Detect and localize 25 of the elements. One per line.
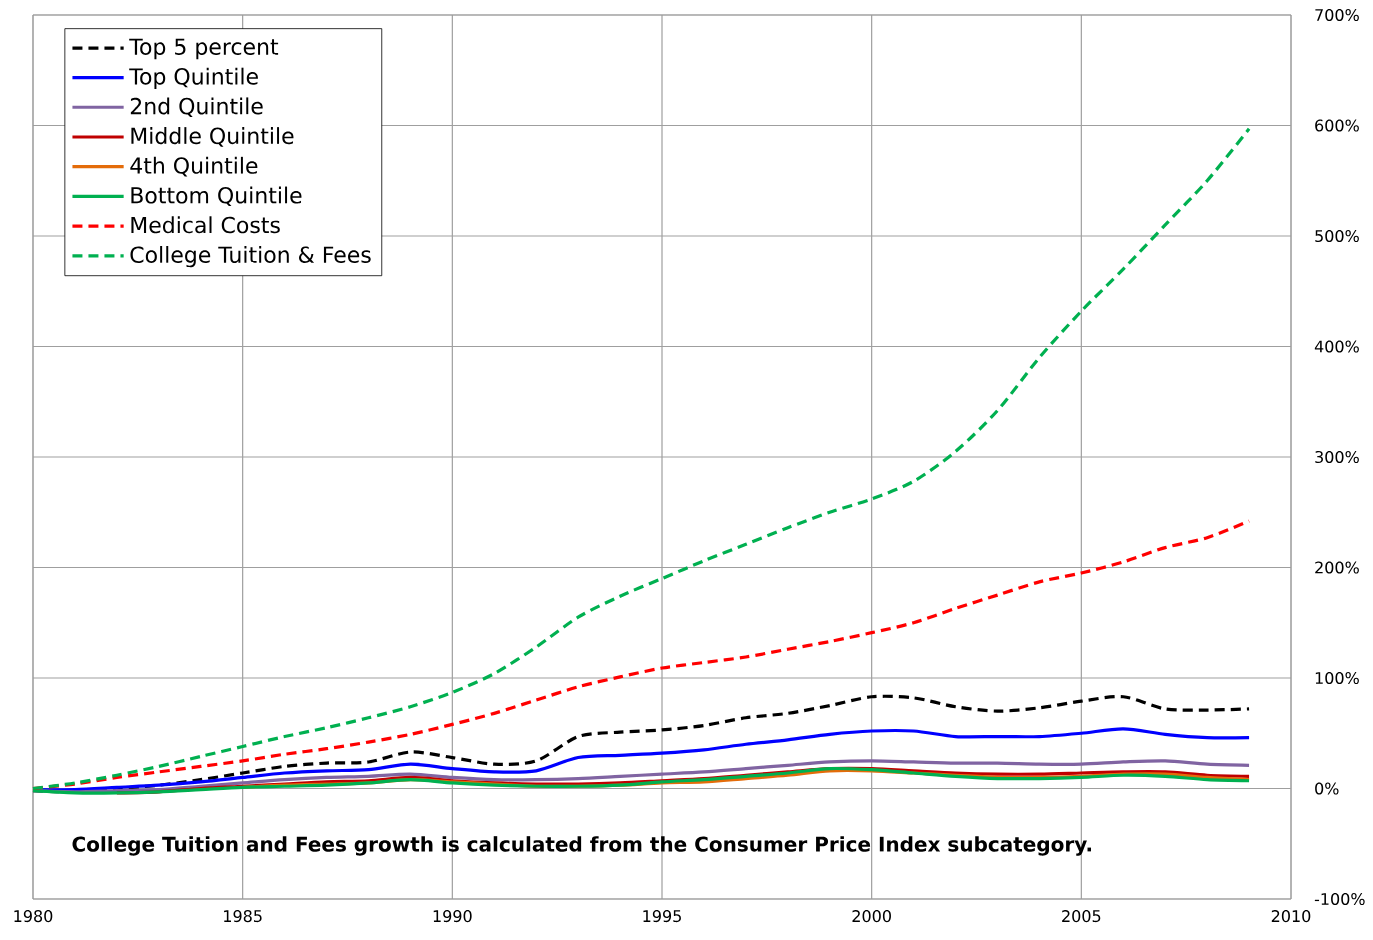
x-tick-label: 2000: [852, 910, 891, 923]
y-tick-label: 400%: [1314, 340, 1359, 353]
y-tick-label: 0%: [1315, 782, 1339, 795]
x-tick-label: 1995: [643, 910, 681, 923]
x-tick-label: 2005: [1062, 910, 1101, 923]
legend-label: Top 5 percent: [129, 38, 279, 60]
x-tick-label: 1985: [224, 910, 262, 923]
x-tick-label: 1980: [14, 910, 53, 923]
y-tick-label: -100%: [1314, 892, 1365, 906]
annotation: College Tuition and Fees growth is calculated from the Consumer Price Index subcategory.: [72, 836, 1092, 856]
y-tick-label: 200%: [1315, 561, 1359, 574]
y-tick-label: 500%: [1315, 229, 1359, 243]
x-tick-label: 2010: [1271, 910, 1311, 923]
legend-label: 2nd Quintile: [130, 97, 263, 117]
legend-label: College Tuition & Fees: [130, 245, 371, 268]
y-tick-label: 100%: [1315, 671, 1359, 685]
x-tick-label: 1990: [433, 910, 472, 923]
y-tick-label: 700%: [1315, 8, 1359, 22]
y-tick-label: 300%: [1315, 450, 1359, 464]
legend-label: Medical Costs: [131, 216, 280, 234]
y-tick-label: 600%: [1315, 119, 1359, 132]
legend-label: 4th Quintile: [130, 156, 258, 177]
legend-label: Top Quintile: [129, 67, 258, 89]
legend-label: Bottom Quintile: [131, 186, 302, 207]
legend-label: Middle Quintile: [131, 127, 294, 147]
